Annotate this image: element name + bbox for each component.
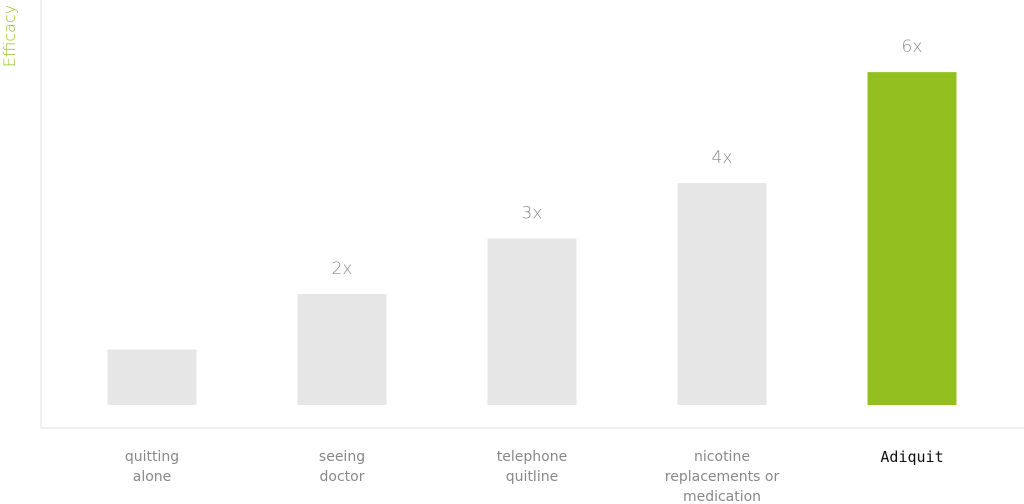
bar — [487, 238, 577, 405]
x-tick-label: seeing doctor — [318, 449, 366, 485]
value-label: 6x — [902, 37, 923, 57]
value-label: 3x — [522, 204, 543, 224]
x-tick-label: Adiquit — [880, 448, 944, 466]
bar — [867, 72, 957, 405]
bar — [297, 294, 387, 405]
value-label: 4x — [712, 148, 733, 168]
x-tick-label: quitting alone — [124, 449, 180, 485]
y-axis-label: Efficacy — [0, 5, 19, 67]
bar — [677, 183, 767, 405]
x-tick-label: nicotine replacements or medication — [664, 449, 780, 504]
value-label: 2x — [332, 259, 353, 279]
x-tick-label: telephone quitline — [496, 449, 568, 485]
bar — [107, 349, 197, 405]
